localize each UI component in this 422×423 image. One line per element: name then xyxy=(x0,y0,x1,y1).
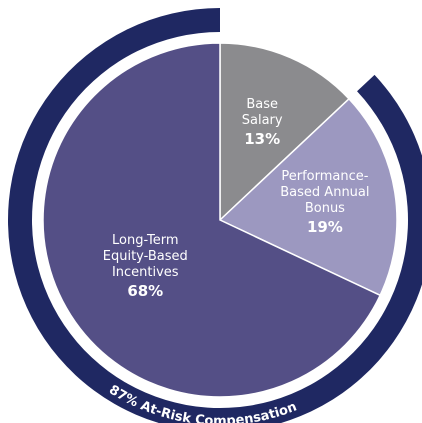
category-name: Base Salary xyxy=(241,96,283,128)
value-label: 13% xyxy=(244,129,281,148)
pie-slice xyxy=(218,97,398,297)
slice-label: Long-Term Equity-Based Incentives 68% xyxy=(93,233,198,301)
pie-slice xyxy=(219,42,351,222)
slice-label: Base Salary 13% xyxy=(232,97,292,149)
value-label: 68% xyxy=(127,282,164,301)
value-label: 19% xyxy=(306,218,343,237)
slice-label: Performance-Based Annual Bonus 19% xyxy=(269,169,381,237)
category-name: Performance-Based Annual Bonus xyxy=(280,169,370,217)
category-name: Long-Term Equity-Based Incentives xyxy=(102,233,188,281)
pie-slice xyxy=(42,42,382,398)
